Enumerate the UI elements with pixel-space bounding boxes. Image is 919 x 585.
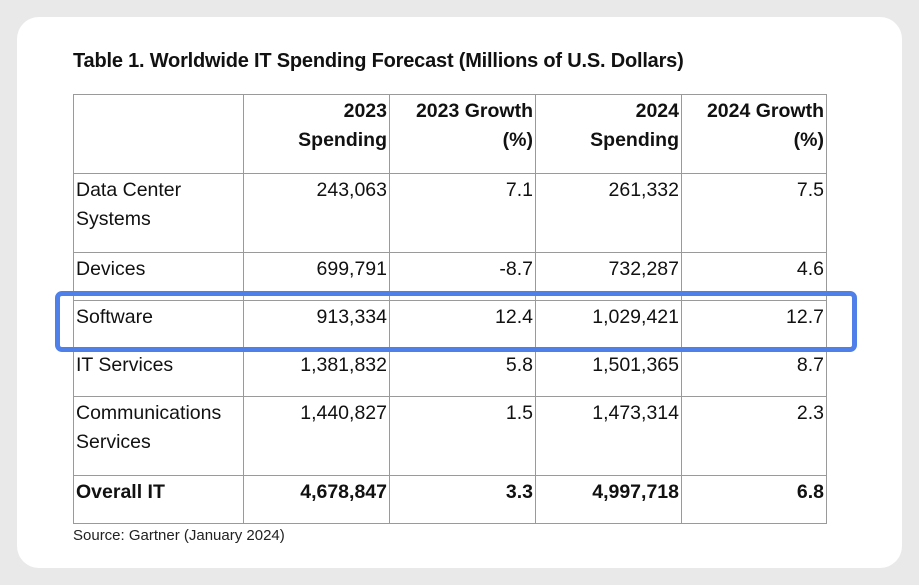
header-2024-spending: 2024 Spending	[535, 94, 682, 174]
cell-2024-spending: 261,332	[535, 173, 682, 253]
it-spending-table: 2023 Spending 2023 Growth (%) 2024 Spending…	[73, 94, 827, 524]
cell-2023-spending: 4,678,847	[243, 475, 390, 524]
cell-2024-spending: 1,501,365	[535, 348, 682, 397]
row-label: Overall IT	[73, 475, 244, 524]
cell-2023-growth: 7.1	[389, 173, 536, 253]
source-note: Source: Gartner (January 2024)	[73, 527, 285, 544]
cell-2023-growth: 3.3	[389, 475, 536, 524]
cell-2023-spending: 243,063	[243, 173, 390, 253]
row-label: Data Center Systems	[73, 173, 244, 253]
header-2024-growth: 2024 Growth (%)	[681, 94, 827, 174]
cell-2023-spending: 1,440,827	[243, 396, 390, 476]
cell-2024-spending: 1,029,421	[535, 300, 682, 349]
cell-2023-spending: 913,334	[243, 300, 390, 349]
row-label: IT Services	[73, 348, 244, 397]
table-row-it-services: IT Services 1,381,832 5.8 1,501,365 8.7	[73, 348, 827, 397]
table-row-overall-it: Overall IT 4,678,847 3.3 4,997,718 6.8	[73, 475, 827, 524]
cell-2023-spending: 1,381,832	[243, 348, 390, 397]
table-row-software: Software 913,334 12.4 1,029,421 12.7	[73, 300, 827, 349]
table-row-data-center-systems: Data Center Systems 243,063 7.1 261,332 7…	[73, 173, 827, 253]
table-title: Table 1. Worldwide IT Spending Forecast …	[73, 50, 684, 72]
cell-2024-growth: 8.7	[681, 348, 827, 397]
row-label: Communications Services	[73, 396, 244, 476]
cell-2024-growth: 2.3	[681, 396, 827, 476]
header-2023-spending: 2023 Spending	[243, 94, 390, 174]
cell-2023-growth: 5.8	[389, 348, 536, 397]
header-empty	[73, 94, 244, 174]
header-2023-growth: 2023 Growth (%)	[389, 94, 536, 174]
cell-2024-growth: 7.5	[681, 173, 827, 253]
table-row-communications-services: Communications Services 1,440,827 1.5 1,4…	[73, 396, 827, 476]
header-row: 2023 Spending 2023 Growth (%) 2024 Spending…	[73, 94, 827, 174]
software-row-highlight	[55, 291, 857, 352]
cell-2024-growth: 6.8	[681, 475, 827, 524]
cell-2024-spending: 1,473,314	[535, 396, 682, 476]
cell-2023-growth: 1.5	[389, 396, 536, 476]
cell-2024-growth: 12.7	[681, 300, 827, 349]
cell-2024-spending: 4,997,718	[535, 475, 682, 524]
